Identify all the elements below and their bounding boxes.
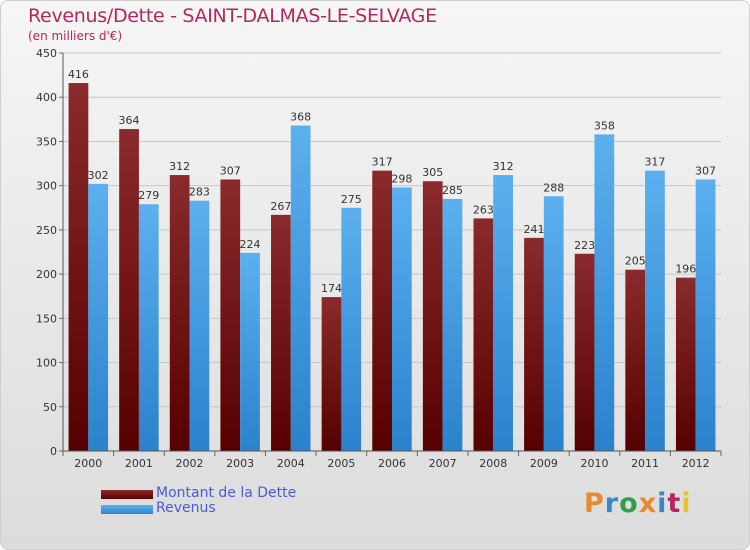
y-tick-label: 200 (36, 268, 57, 281)
bar-revenus (493, 175, 513, 451)
y-tick-label: 450 (36, 47, 57, 60)
data-label-revenus: 317 (644, 156, 665, 169)
bar-dette (524, 237, 544, 451)
y-tick-label: 250 (36, 224, 57, 237)
bar-revenus (341, 207, 362, 451)
bar-dette (321, 297, 342, 451)
data-label-revenus: 279 (138, 189, 159, 202)
y-tick-label: 150 (36, 312, 57, 325)
bar-dette (119, 129, 139, 451)
data-label-dette: 267 (270, 200, 291, 213)
data-label-revenus: 368 (290, 111, 311, 124)
data-label-dette: 174 (321, 282, 342, 295)
x-tick-label: 2005 (327, 457, 355, 470)
x-tick-label: 2009 (530, 457, 558, 470)
chart-subtitle: (en milliers d'€) (28, 29, 123, 43)
data-label-dette: 317 (372, 156, 393, 169)
bar-dette (675, 277, 696, 451)
bar-revenus (88, 183, 109, 452)
x-tick-label: 2006 (378, 457, 406, 470)
data-label-revenus: 288 (543, 181, 564, 194)
bar-revenus (240, 252, 260, 451)
y-tick-label: 50 (43, 401, 57, 414)
chart-title: Revenus/Dette - SAINT-DALMAS-LE-SELVAGE (28, 5, 437, 27)
data-label-dette: 305 (422, 166, 443, 179)
data-label-dette: 196 (675, 263, 696, 276)
x-tick-label: 2007 (429, 457, 457, 470)
bar-revenus (695, 179, 716, 451)
y-tick-label: 0 (50, 445, 57, 458)
data-label-revenus: 283 (189, 186, 210, 199)
x-tick-label: 2000 (74, 457, 102, 470)
legend-label-revenus: Revenus (156, 500, 216, 516)
x-tick-label: 2002 (176, 457, 204, 470)
x-tick-label: 2001 (125, 457, 153, 470)
data-label-revenus: 358 (594, 119, 615, 132)
x-tick-label: 2008 (479, 457, 507, 470)
bar-revenus (442, 198, 463, 451)
data-label-dette: 205 (625, 255, 646, 268)
x-tick-label: 2010 (580, 457, 608, 470)
bar-revenus (138, 204, 159, 451)
data-label-revenus: 312 (493, 160, 514, 173)
bar-dette (625, 269, 646, 451)
y-tick-label: 300 (36, 180, 57, 193)
x-tick-label: 2011 (631, 457, 659, 470)
bar-revenus (645, 170, 665, 451)
bar-revenus (290, 125, 311, 451)
bar-dette (574, 253, 595, 451)
data-label-revenus: 285 (442, 184, 463, 197)
bar-dette (68, 83, 89, 452)
proxiti-logo: Proxiti (584, 488, 692, 519)
data-label-revenus: 302 (88, 169, 109, 182)
bar-dette (271, 214, 291, 451)
data-label-revenus: 275 (341, 193, 362, 206)
y-tick-label: 350 (36, 135, 57, 148)
bar-dette (422, 181, 443, 451)
data-label-revenus: 298 (391, 172, 412, 185)
data-label-dette: 307 (220, 164, 241, 177)
bar-revenus (594, 134, 615, 451)
data-label-dette: 312 (169, 160, 190, 173)
bar-revenus (543, 196, 564, 451)
legend-swatch-dette (101, 490, 153, 499)
data-label-dette: 416 (68, 68, 89, 81)
data-label-dette: 263 (473, 203, 494, 216)
bar-dette (372, 170, 392, 451)
bar-dette (473, 218, 494, 451)
data-label-dette: 364 (119, 114, 140, 127)
x-tick-label: 2012 (682, 457, 710, 470)
y-tick-label: 400 (36, 91, 57, 104)
legend-label-dette: Montant de la Dette (156, 485, 297, 501)
legend-swatch-revenus (101, 505, 153, 514)
y-tick-label: 100 (36, 357, 57, 370)
bar-revenus (189, 200, 210, 451)
bar-dette (169, 175, 190, 451)
data-label-revenus: 224 (240, 238, 261, 251)
bar-revenus (392, 187, 412, 452)
data-label-revenus: 307 (695, 164, 716, 177)
x-tick-label: 2004 (277, 457, 305, 470)
x-tick-label: 2003 (226, 457, 254, 470)
data-label-dette: 223 (574, 239, 595, 252)
data-label-dette: 241 (523, 223, 544, 236)
bar-dette (220, 179, 241, 451)
